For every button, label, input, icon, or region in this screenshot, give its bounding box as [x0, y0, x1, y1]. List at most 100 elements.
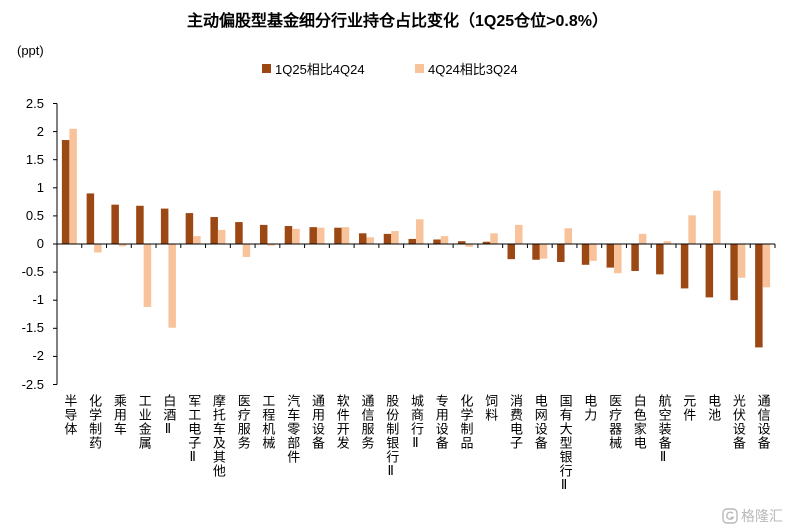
bar-1q25-vs-4q24	[606, 244, 615, 268]
bar-4q24-vs-3q24	[341, 227, 350, 244]
category-label: 电池	[706, 394, 722, 422]
bar-4q24-vs-3q24	[737, 244, 746, 278]
y-tick-label: 0.5	[25, 207, 44, 223]
bar-1q25-vs-4q24	[309, 227, 317, 244]
category-label: 化学制品	[458, 394, 474, 450]
bar-group	[61, 128, 771, 348]
bar-4q24-vs-3q24	[416, 219, 424, 244]
y-tick-label: -1.5	[21, 320, 44, 336]
bar-1q25-vs-4q24	[705, 244, 714, 298]
bar-4q24-vs-3q24	[391, 231, 399, 244]
bar-1q25-vs-4q24	[86, 193, 95, 244]
y-tick-label: -2.5	[21, 376, 44, 392]
category-label: 医疗器械	[607, 394, 623, 450]
bar-1q25-vs-4q24	[136, 205, 144, 244]
y-tick-label: 2.5	[25, 95, 44, 111]
category-label: 化学制药	[87, 394, 103, 450]
bar-4q24-vs-3q24	[539, 244, 548, 259]
category-label: 电力	[582, 394, 598, 422]
bar-4q24-vs-3q24	[440, 236, 449, 244]
category-label: 航空装备Ⅱ	[656, 394, 672, 466]
bar-1q25-vs-4q24	[61, 140, 70, 244]
legend-item-4q24-vs-3q24: 4Q24相比3Q24	[415, 59, 518, 77]
bar-1q25-vs-4q24	[458, 241, 466, 244]
bar-1q25-vs-4q24	[210, 217, 218, 244]
bar-1q25-vs-4q24	[656, 244, 664, 275]
bar-4q24-vs-3q24	[292, 228, 300, 244]
y-axis-unit-label: (ppt)	[17, 43, 44, 58]
bar-1q25-vs-4q24	[383, 233, 392, 244]
bar-1q25-vs-4q24	[259, 224, 268, 244]
bar-4q24-vs-3q24	[614, 244, 622, 274]
bar-4q24-vs-3q24	[638, 233, 647, 244]
bar-1q25-vs-4q24	[557, 244, 565, 262]
category-label: 半导体	[62, 394, 78, 436]
bar-1q25-vs-4q24	[334, 227, 342, 244]
bar-1q25-vs-4q24	[755, 244, 763, 348]
bar-4q24-vs-3q24	[465, 244, 474, 247]
bar-4q24-vs-3q24	[490, 233, 498, 244]
category-label: 白色家电	[631, 394, 647, 450]
legend-swatch-dark	[262, 63, 271, 73]
bar-4q24-vs-3q24	[366, 237, 374, 244]
bar-4q24-vs-3q24	[589, 244, 597, 261]
category-label: 通信设备	[755, 394, 771, 450]
bar-1q25-vs-4q24	[507, 244, 516, 260]
bar-1q25-vs-4q24	[581, 244, 590, 265]
category-label: 专用设备	[433, 394, 449, 450]
bar-1q25-vs-4q24	[730, 244, 738, 301]
bar-4q24-vs-3q24	[69, 128, 77, 244]
bar-4q24-vs-3q24	[118, 244, 127, 247]
category-label: 电网设备	[532, 394, 548, 450]
bar-4q24-vs-3q24	[94, 244, 102, 253]
category-label: 股份制银行Ⅱ	[384, 394, 400, 480]
bar-4q24-vs-3q24	[316, 227, 325, 244]
category-label: 软件开发	[334, 394, 350, 450]
bar-4q24-vs-3q24	[762, 244, 771, 288]
watermark: 格隆汇	[722, 506, 783, 526]
bar-1q25-vs-4q24	[433, 239, 441, 244]
category-label: 工程机械	[260, 394, 276, 450]
watermark-logo-icon	[722, 508, 738, 524]
bar-1q25-vs-4q24	[631, 244, 639, 271]
bar-1q25-vs-4q24	[284, 226, 293, 244]
bar-4q24-vs-3q24	[688, 215, 696, 244]
y-tick-label: -0.5	[21, 264, 44, 280]
category-label: 消费电子	[508, 394, 523, 450]
category-label: 通用设备	[310, 394, 325, 450]
chart-title: 主动偏股型基金细分行业持仓占比变化（1Q25仓位>0.8%）	[187, 13, 608, 30]
bar-1q25-vs-4q24	[358, 233, 367, 244]
y-tick-label: -1	[32, 292, 44, 308]
watermark-text: 格隆汇	[741, 508, 783, 524]
bar-1q25-vs-4q24	[235, 222, 243, 244]
bar-4q24-vs-3q24	[242, 244, 251, 257]
bar-4q24-vs-3q24	[217, 229, 226, 244]
legend-label: 4Q24相比3Q24	[428, 61, 518, 77]
bar-1q25-vs-4q24	[532, 244, 540, 260]
bar-1q25-vs-4q24	[160, 208, 169, 244]
y-tick-label: 2	[36, 123, 44, 139]
legend-item-1q25-vs-4q24: 1Q25相比4Q24	[262, 59, 365, 77]
bar-4q24-vs-3q24	[663, 241, 672, 244]
category-label: 元件	[681, 394, 697, 422]
category-label: 通信服务	[359, 394, 375, 450]
category-label: 城商行Ⅱ	[409, 394, 424, 452]
y-tick-label: 1.5	[25, 151, 44, 167]
y-tick-label: -2	[32, 348, 44, 364]
category-label: 光伏设备	[730, 394, 746, 450]
legend-swatch-light	[415, 63, 424, 73]
y-tick-label: 1	[36, 179, 44, 195]
bar-4q24-vs-3q24	[143, 244, 152, 307]
category-label: 摩托车及其他	[210, 394, 226, 478]
category-label: 汽车零部件	[285, 394, 301, 464]
chart-legend: 1Q25相比4Q24 4Q24相比3Q24	[0, 59, 795, 77]
bar-4q24-vs-3q24	[193, 236, 201, 244]
category-label: 饲料	[483, 394, 499, 422]
y-tick-label: 0	[36, 236, 44, 251]
category-label: 军工电子Ⅱ	[186, 394, 202, 466]
bar-1q25-vs-4q24	[111, 204, 119, 244]
bar-4q24-vs-3q24	[515, 224, 523, 244]
bar-4q24-vs-3q24	[168, 244, 176, 328]
